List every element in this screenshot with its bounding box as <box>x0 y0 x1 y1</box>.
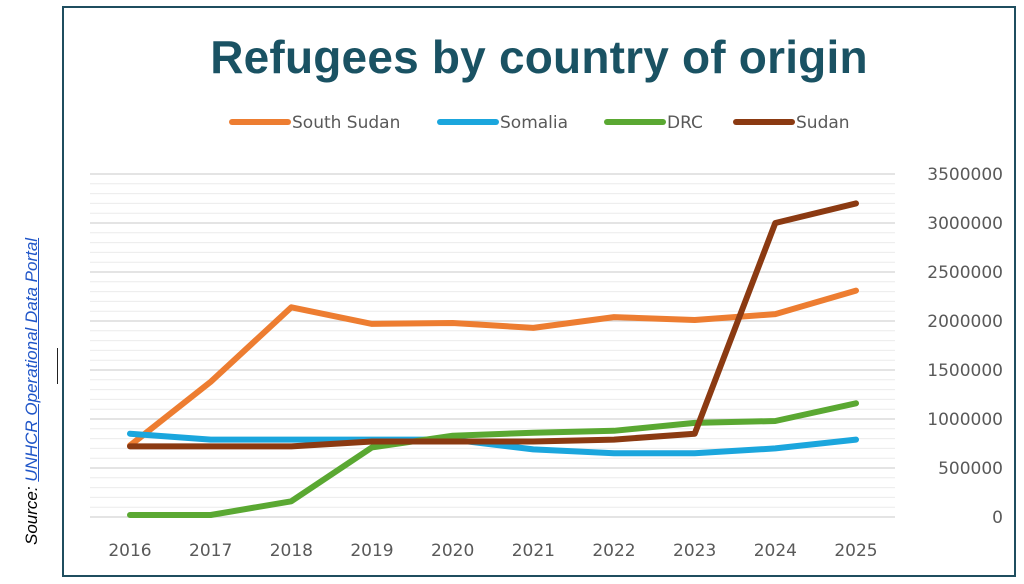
x-axis-ticks: 2016 2017 2018 2019 2020 2021 2022 2023 2024 2025 <box>108 541 877 561</box>
y-tick-label: 500000 <box>938 459 1003 479</box>
y-tick-label: 1500000 <box>927 361 1003 381</box>
x-tick-label: 2025 <box>834 541 877 561</box>
x-tick-label: 2017 <box>189 541 232 561</box>
legend-label: South Sudan <box>292 113 400 133</box>
x-tick-label: 2024 <box>754 541 797 561</box>
y-tick-label: 3500000 <box>927 165 1003 185</box>
x-tick-label: 2022 <box>592 541 635 561</box>
x-tick-label: 2023 <box>673 541 716 561</box>
y-tick-label: 2500000 <box>927 263 1003 283</box>
y-tick-label: 1000000 <box>927 410 1003 430</box>
x-tick-label: 2019 <box>350 541 393 561</box>
legend: South Sudan Somalia DRC Sudan <box>229 113 850 133</box>
x-tick-label: 2020 <box>431 541 474 561</box>
legend-label: DRC <box>667 113 703 133</box>
x-tick-label: 2016 <box>108 541 151 561</box>
series-line-sudan <box>127 200 859 450</box>
legend-label: Sudan <box>796 113 850 133</box>
y-axis-ticks: 0 500000 1000000 1500000 2000000 2500000 30000… <box>927 165 1003 528</box>
x-tick-label: 2018 <box>270 541 313 561</box>
y-tick-label: 3000000 <box>927 214 1003 234</box>
series-line-south-sudan <box>127 287 859 449</box>
chart-title: Refugees by country of origin <box>210 31 868 83</box>
x-tick-label: 2021 <box>512 541 555 561</box>
divider <box>57 348 58 384</box>
series-lines <box>127 200 859 518</box>
y-tick-label: 0 <box>992 508 1003 528</box>
y-tick-label: 2000000 <box>927 312 1003 332</box>
legend-label: Somalia <box>500 113 568 133</box>
series-line-drc <box>127 400 859 518</box>
